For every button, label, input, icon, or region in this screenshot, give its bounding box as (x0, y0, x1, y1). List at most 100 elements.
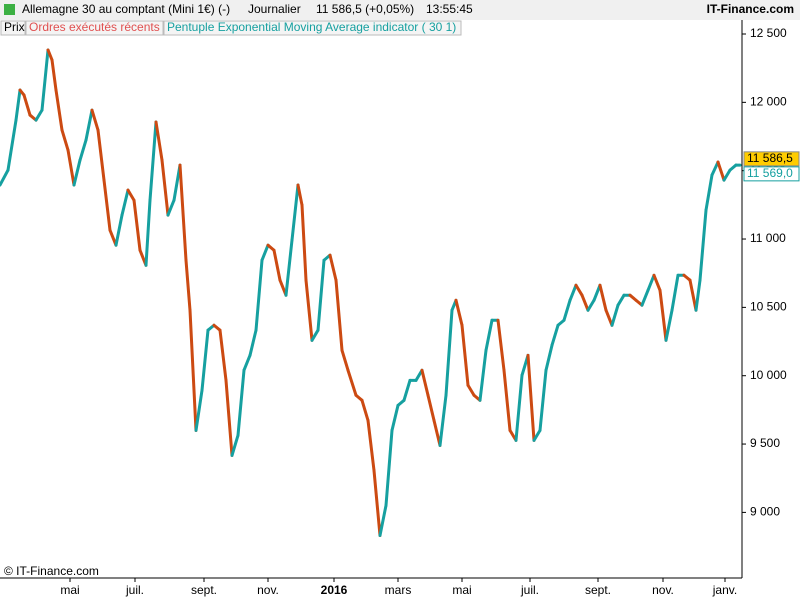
x-tick-label: nov. (652, 583, 674, 597)
indicator-segment (272, 248, 282, 282)
x-tick-label: janv. (712, 583, 737, 597)
indicator-segment (526, 353, 536, 442)
indicator-segment (34, 108, 44, 122)
indicator-segment (694, 278, 702, 312)
indicator-segment (532, 428, 542, 442)
indicator-segment (96, 128, 106, 182)
indicator-segment (296, 183, 304, 207)
y-tick-label: 10 500 (750, 300, 787, 314)
indicator-segment (14, 88, 22, 122)
indicator-segment (126, 188, 136, 202)
legend-orders: Ordres exécutés récents (29, 20, 160, 34)
market-icon (4, 4, 15, 15)
indicator-segment (640, 288, 650, 307)
indicator-segment (66, 148, 76, 187)
indicator-segment (562, 298, 572, 322)
indicator-segment (310, 328, 320, 342)
indicator-segment (346, 368, 358, 397)
indicator-segment (426, 393, 436, 422)
indicator-segment (184, 258, 192, 312)
indicator-segment (144, 198, 152, 267)
indicator-segment (254, 258, 264, 332)
indicator-segment (574, 283, 584, 297)
indicator-segment (334, 278, 344, 352)
indicator-segment (598, 283, 608, 312)
indicator-segment (586, 298, 596, 312)
indicator-segment (84, 108, 94, 142)
x-tick-label: mai (452, 583, 471, 597)
indicator-segment (688, 278, 698, 312)
last-value-box (743, 166, 800, 182)
indicator-segment (230, 433, 240, 457)
indicator-segment (194, 388, 204, 432)
indicator-segment (22, 93, 32, 117)
legend-box (0, 20, 26, 36)
y-tick-label: 12 500 (750, 26, 787, 40)
indicator-segment (154, 120, 164, 162)
indicator-segment (460, 323, 470, 387)
indicator-segment (454, 298, 464, 327)
indicator-segment (502, 368, 512, 432)
indicator-segment (538, 368, 548, 432)
indicator-segment (46, 48, 54, 62)
period: Journalier (248, 2, 301, 16)
indicator-segment (132, 198, 142, 252)
time: 13:55:45 (426, 2, 473, 16)
y-tick-label: 9 500 (750, 436, 780, 450)
y-tick-label: 10 000 (750, 368, 787, 382)
legend-price: Prix (4, 20, 25, 34)
indicator-segment (372, 468, 382, 537)
x-tick-label: sept. (585, 583, 611, 597)
indicator-segment (114, 213, 124, 247)
copyright: © IT-Finance.com (4, 564, 99, 578)
indicator-segment (72, 158, 82, 187)
indicator-segment (200, 328, 210, 392)
indicator-segment (378, 503, 388, 537)
indicator-segment (514, 373, 524, 442)
indicator-segment (580, 293, 590, 312)
x-tick-label: mai (60, 583, 79, 597)
indicator-segment (54, 88, 64, 132)
indicator-segment (242, 353, 252, 372)
indicator-segment (290, 183, 300, 242)
indicator-segment (236, 368, 246, 437)
header-bar (0, 0, 800, 20)
indicator-segment (120, 188, 130, 217)
instrument-title: Allemagne 30 au comptant (Mini 1€) (-) (22, 2, 230, 16)
indicator-segment (50, 58, 58, 92)
indicator-segment (260, 243, 270, 262)
indicator-segment (616, 293, 626, 307)
indicator-segment (60, 128, 70, 152)
indicator-segment (218, 328, 228, 382)
indicator-segment (496, 318, 506, 372)
indicator-segment (698, 208, 708, 282)
quote: 11 586,5 (+0,05%) (316, 2, 414, 16)
indicator-segment (652, 273, 662, 292)
indicator-segment (178, 163, 188, 262)
indicator-segment (716, 160, 726, 182)
legend-box (25, 20, 164, 36)
last-value-box (743, 151, 800, 167)
indicator-segment (384, 428, 394, 507)
indicator-segment (710, 160, 720, 177)
indicator-segment (420, 368, 430, 397)
indicator-segment (704, 173, 714, 212)
indicator-segment (478, 348, 488, 402)
indicator-segment (646, 273, 656, 292)
x-tick-label: mars (385, 583, 412, 597)
indicator-segment (658, 288, 668, 342)
indicator-segment (40, 48, 50, 112)
indicator-segment (484, 318, 494, 352)
indicator-segment (78, 138, 88, 162)
legend-box (163, 20, 462, 36)
indicator-segment (390, 403, 400, 432)
indicator-segment (438, 393, 448, 447)
indicator-segment (340, 348, 350, 372)
indicator-segment (0, 168, 10, 187)
x-tick-label: juil. (520, 583, 539, 597)
indicator-segment (300, 203, 308, 282)
indicator-segment (90, 108, 100, 132)
indicator-segment (6, 118, 18, 172)
last-value-label: 11 586,5 (747, 151, 793, 165)
